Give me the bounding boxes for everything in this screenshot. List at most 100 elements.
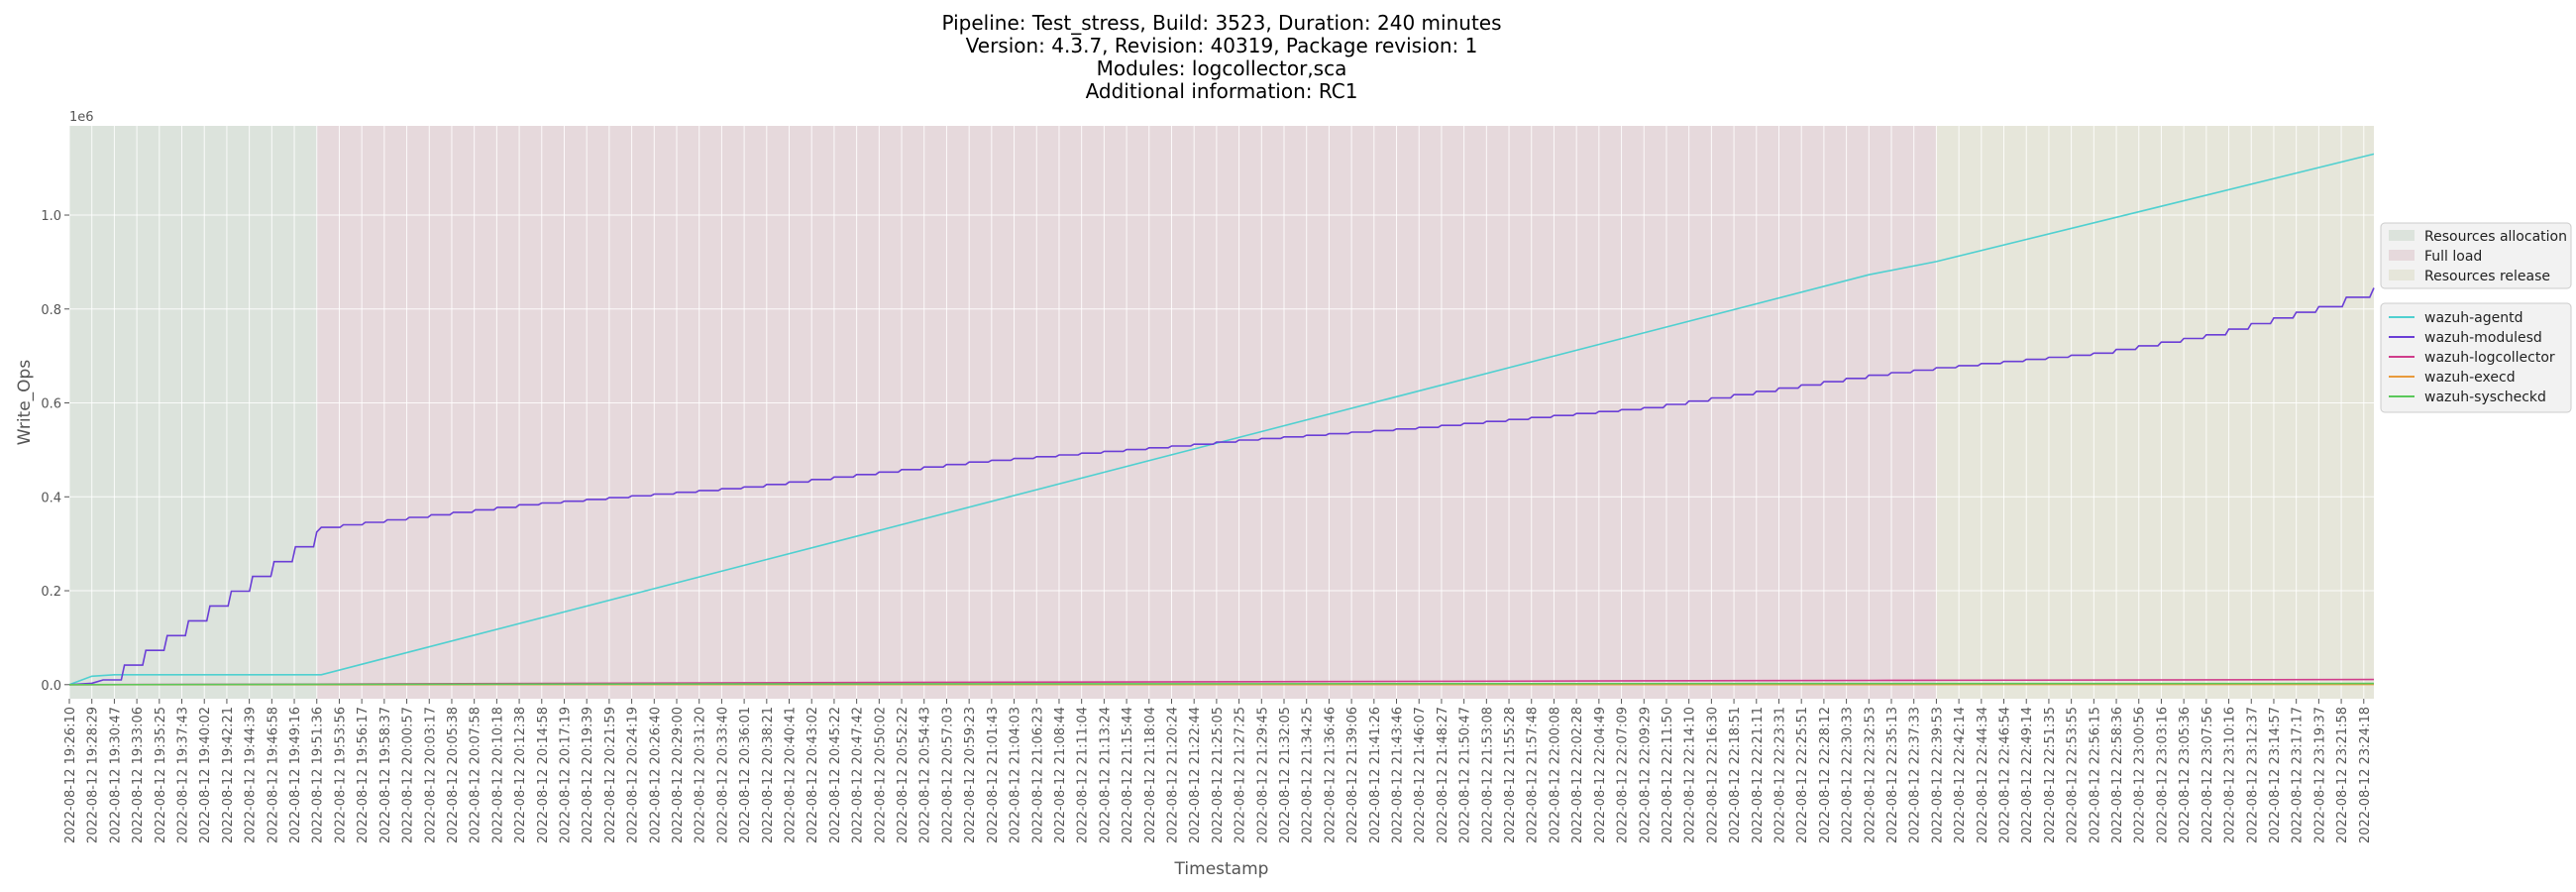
x-tick-label: 2022-08-12 21:41:26 [1368, 707, 1383, 843]
x-tick-label: 2022-08-12 19:28:29 [86, 707, 101, 843]
x-tick-label: 2022-08-12 20:36:01 [738, 707, 753, 843]
legend-phases-box [2380, 222, 2572, 289]
x-tick-label: 2022-08-12 23:00:56 [2133, 707, 2148, 843]
x-tick-label: 2022-08-12 22:11:50 [1661, 707, 1675, 843]
x-tick-label: 2022-08-12 20:19:39 [581, 707, 595, 843]
x-tick-label: 2022-08-12 22:42:14 [1953, 707, 1968, 843]
x-tick-label: 2022-08-12 22:46:54 [1998, 707, 2013, 843]
x-tick-label: 2022-08-12 22:02:28 [1570, 707, 1585, 843]
x-tick-label: 2022-08-12 19:35:25 [154, 707, 168, 843]
x-tick-label: 2022-08-12 20:10:18 [490, 707, 505, 843]
x-tick-label: 2022-08-12 20:45:22 [828, 707, 843, 843]
x-tick-label: 2022-08-12 23:14:57 [2268, 707, 2283, 843]
x-tick-label: 2022-08-12 23:12:37 [2245, 707, 2260, 843]
x-tick-label: 2022-08-12 22:30:33 [1841, 707, 1856, 843]
x-tick-label: 2022-08-12 20:00:57 [401, 707, 416, 843]
x-tick-label: 2022-08-12 19:30:47 [108, 707, 123, 843]
x-tick-label: 2022-08-12 19:46:58 [266, 707, 280, 843]
x-tick-label: 2022-08-12 22:53:55 [2066, 707, 2081, 843]
x-tick-label: 2022-08-12 20:33:40 [715, 707, 730, 843]
phase-bands [69, 126, 2374, 699]
x-tick-label: 2022-08-12 20:59:23 [963, 707, 978, 843]
x-tick-label: 2022-08-12 22:14:10 [1683, 707, 1698, 843]
x-tick-label: 2022-08-12 21:13:24 [1098, 707, 1113, 843]
x-tick-label: 2022-08-12 22:51:35 [2043, 707, 2058, 843]
x-tick-label: 2022-08-12 21:39:06 [1345, 707, 1360, 843]
x-tick-label: 2022-08-12 21:43:46 [1391, 707, 1406, 843]
x-tick-label: 2022-08-12 20:24:19 [626, 707, 641, 843]
x-tick-label: 2022-08-12 22:37:33 [1908, 707, 1923, 843]
x-tick-label: 2022-08-12 21:32:05 [1278, 707, 1293, 843]
x-tick-label: 2022-08-12 21:53:08 [1480, 707, 1495, 843]
legend-phase-swatch [2389, 270, 2415, 280]
chart-title: Pipeline: Test_stress, Build: 3523, Dura… [941, 11, 1501, 103]
x-tick-label: 2022-08-12 19:40:02 [198, 707, 213, 843]
legend-series-label: wazuh-execd [2424, 370, 2516, 386]
x-tick-label: 2022-08-12 21:48:27 [1436, 707, 1450, 843]
series-line-wazuh-syscheckd [68, 682, 2375, 686]
legend-phase-label: Resources release [2424, 269, 2550, 284]
x-tick-label: 2022-08-12 21:08:44 [1053, 707, 1068, 843]
x-tick-label: 2022-08-12 23:21:58 [2335, 707, 2350, 843]
x-tick-label: 2022-08-12 23:10:16 [2223, 707, 2238, 843]
x-tick-label: 2022-08-12 21:27:25 [1234, 707, 1248, 843]
x-tick-label: 2022-08-12 19:56:17 [356, 707, 371, 843]
legend-series: wazuh-agentd wazuh-modulesd wazuh-logcolle… [2380, 302, 2572, 413]
x-tick-label: 2022-08-12 22:21:11 [1751, 707, 1766, 843]
series-lines [68, 153, 2375, 686]
x-tick-label: 2022-08-12 21:50:47 [1458, 707, 1473, 843]
chart-title-line-3: Modules: logcollector,sca [1097, 56, 1347, 80]
x-tick-label: 2022-08-12 21:22:44 [1188, 707, 1203, 843]
x-tick-label: 2022-08-12 22:58:36 [2110, 707, 2125, 843]
y-tick-label: 0.4 [41, 491, 61, 505]
x-tick-label: 2022-08-12 21:06:23 [1030, 707, 1045, 843]
x-tick-label: 2022-08-12 20:17:19 [558, 707, 573, 843]
x-tick-label: 2022-08-12 20:05:38 [446, 707, 461, 843]
y-offset-text: 1e6 [69, 110, 94, 125]
x-tick-label: 2022-08-12 23:17:17 [2291, 707, 2306, 843]
legend-series-label: wazuh-modulesd [2424, 330, 2542, 346]
legend-series-box [2380, 302, 2572, 413]
x-tick-label: 2022-08-12 19:58:37 [378, 707, 393, 843]
x-tick-label: 2022-08-12 22:16:30 [1705, 707, 1720, 843]
x-tick-label: 2022-08-12 21:29:45 [1255, 707, 1270, 843]
x-tick-label: 2022-08-12 20:47:42 [851, 707, 866, 843]
y-axis-ticks: 0.0 0.2 0.4 0.6 0.8 1.0 [41, 209, 69, 694]
x-tick-label: 2022-08-12 23:05:36 [2178, 707, 2193, 843]
x-tick-label: 2022-08-12 22:49:14 [2020, 707, 2035, 843]
x-tick-label: 2022-08-12 20:54:43 [918, 707, 933, 843]
x-tick-label: 2022-08-12 22:39:53 [1930, 707, 1945, 843]
x-tick-label: 2022-08-12 21:25:05 [1211, 707, 1226, 843]
series-line-wazuh-modulesd [68, 287, 2375, 686]
x-tick-label: 2022-08-12 22:04:49 [1593, 707, 1608, 843]
x-tick-label: 2022-08-12 19:42:21 [221, 707, 236, 843]
y-tick-label: 0.2 [41, 585, 61, 600]
x-tick-label: 2022-08-12 20:40:41 [784, 707, 799, 843]
x-tick-label: 2022-08-12 22:25:51 [1795, 707, 1810, 843]
x-tick-label: 2022-08-12 19:37:43 [176, 707, 191, 843]
y-axis-label: Write_Ops [15, 360, 35, 446]
series-line-wazuh-agentd [68, 153, 2375, 686]
chart-title-line-4: Additional information: RC1 [1086, 79, 1358, 103]
x-tick-label: 2022-08-12 19:53:56 [333, 707, 348, 843]
x-tick-label: 2022-08-12 20:12:38 [513, 707, 528, 843]
x-tick-label: 2022-08-12 23:19:37 [2312, 707, 2327, 843]
x-tick-label: 2022-08-12 19:51:36 [311, 707, 326, 843]
x-tick-label: 2022-08-12 21:55:28 [1503, 707, 1518, 843]
y-tick-label: 0.0 [41, 679, 61, 694]
legend-series-label: wazuh-agentd [2424, 310, 2523, 326]
x-tick-label: 2022-08-12 22:32:53 [1863, 707, 1878, 843]
x-tick-label: 2022-08-12 22:18:51 [1728, 707, 1743, 843]
legend-series-label: wazuh-syscheckd [2424, 390, 2546, 405]
x-tick-label: 2022-08-12 20:07:58 [469, 707, 483, 843]
x-axis-ticks: 2022-08-12 19:26:10 2022-08-12 19:28:29 20… [63, 699, 2373, 843]
x-tick-label: 2022-08-12 21:01:43 [986, 707, 1001, 843]
x-tick-label: 2022-08-12 22:09:29 [1638, 707, 1653, 843]
x-axis-label: Timestamp [1174, 859, 1269, 879]
x-tick-label: 2022-08-12 23:24:18 [2358, 707, 2373, 843]
x-tick-label: 2022-08-12 21:04:03 [1009, 707, 1023, 843]
y-tick-label: 0.8 [41, 303, 61, 318]
y-tick-label: 0.6 [41, 397, 61, 412]
x-tick-label: 2022-08-12 21:57:48 [1526, 707, 1541, 843]
